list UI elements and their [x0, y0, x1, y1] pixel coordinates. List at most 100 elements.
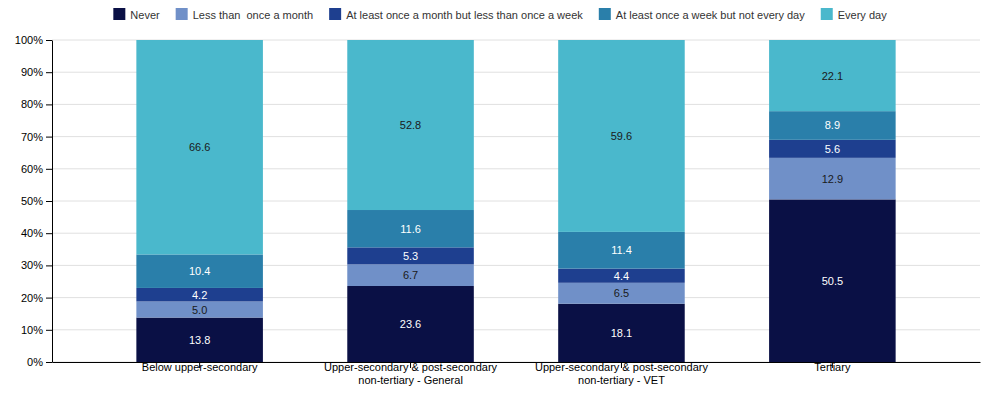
- data-label: 13.8: [189, 334, 210, 346]
- x-tick-label: Upper-secondary & post-secondarynon-tert…: [324, 361, 498, 386]
- bar: [347, 247, 474, 264]
- series: [136, 40, 895, 254]
- x-tick-label-line: non-tertiary - General: [358, 374, 463, 386]
- y-tick-mark: [46, 137, 52, 138]
- data-label: 10.4: [189, 265, 210, 277]
- bar: [136, 318, 263, 362]
- x-tick-label: Tertiary: [814, 361, 851, 373]
- bar: [558, 304, 685, 362]
- plot: 13.823.618.150.55.06.76.512.94.25.34.45.…: [15, 34, 981, 386]
- y-tick: 20%: [21, 292, 52, 304]
- y-tick-label: 0%: [27, 356, 43, 368]
- data-label: 66.6: [189, 141, 210, 153]
- y-tick-label: 100%: [15, 34, 43, 46]
- y-tick: 10%: [21, 324, 52, 336]
- legend-swatch: [599, 8, 611, 20]
- data-label: 4.4: [614, 270, 629, 282]
- data-label: 23.6: [400, 318, 421, 330]
- y-axis: 0% 10% 20% 30% 40% 50% 60% 70% 80% 90% 100%: [15, 34, 53, 368]
- legend-swatch: [821, 8, 833, 20]
- bar: [769, 140, 896, 158]
- y-tick: 60%: [21, 163, 52, 175]
- x-tick-label: Upper-secondary & post-secondarynon-tert…: [535, 361, 709, 386]
- bar: [558, 232, 685, 269]
- data-label: 4.2: [192, 289, 207, 301]
- y-tick: 80%: [21, 98, 52, 110]
- y-axis-line: [52, 41, 53, 363]
- x-tick-label-line: Below upper-secondary: [142, 361, 258, 373]
- y-tick-label: 40%: [21, 227, 43, 239]
- legend-item: Every day: [821, 8, 887, 21]
- data-labels: 13.823.618.150.55.06.76.512.94.25.34.45.…: [189, 70, 843, 346]
- data-label: 52.8: [400, 119, 421, 131]
- x-tick: Upper-secondary & post-secondarynon-tert…: [324, 361, 498, 386]
- legend-swatch: [113, 8, 125, 20]
- data-label: 11.4: [611, 244, 632, 256]
- y-tick-mark: [46, 330, 52, 331]
- data-label: 8.9: [825, 119, 840, 131]
- y-tick: 90%: [21, 66, 52, 78]
- data-label: 11.6: [400, 223, 421, 235]
- bar: [136, 254, 263, 287]
- legend-label: At least once a week but not every day: [616, 9, 805, 21]
- data-label: 50.5: [822, 275, 843, 287]
- bar: [769, 158, 896, 200]
- legend-label: Less than once a month: [193, 9, 313, 21]
- y-tick-label: 60%: [21, 163, 43, 175]
- legend-item: At least once a week but not every day: [599, 8, 805, 21]
- bar: [347, 40, 474, 210]
- x-tick: Upper-secondary & post-secondarynon-tert…: [535, 361, 709, 386]
- y-tick-mark: [46, 362, 52, 363]
- legend-label: Every day: [838, 9, 887, 21]
- data-label: 5.6: [825, 143, 840, 155]
- y-tick-mark: [46, 265, 52, 266]
- data-label: 5.0: [192, 304, 207, 316]
- grid: [52, 40, 980, 362]
- y-tick-mark: [46, 169, 52, 170]
- bar: [136, 288, 263, 302]
- y-tick-mark: [46, 104, 52, 105]
- y-tick-label: 30%: [21, 259, 43, 271]
- bar: [136, 301, 263, 317]
- y-tick-mark: [46, 40, 52, 41]
- y-tick: 100%: [15, 34, 52, 46]
- x-tick-label: Below upper-secondary: [142, 361, 258, 373]
- bar: [347, 286, 474, 362]
- y-tick-label: 10%: [21, 324, 43, 336]
- bar: [558, 269, 685, 283]
- data-label: 22.1: [822, 70, 843, 82]
- x-tick-label-line: Upper-secondary & post-secondary: [535, 361, 709, 373]
- y-tick-label: 20%: [21, 292, 43, 304]
- bar: [769, 40, 896, 111]
- bars: [136, 40, 895, 362]
- legend-item: Never: [113, 8, 160, 21]
- y-tick: 30%: [21, 259, 52, 271]
- x-tick-label-line: Tertiary: [814, 361, 851, 373]
- y-tick-label: 80%: [21, 98, 43, 110]
- y-tick-label: 70%: [21, 131, 43, 143]
- y-tick: 50%: [21, 195, 52, 207]
- legend: Never Less than once a month At least once…: [113, 8, 887, 21]
- data-label: 6.7: [403, 269, 418, 281]
- y-tick: 0%: [27, 356, 52, 368]
- x-tick: Tertiary: [814, 361, 851, 373]
- x-tick-label-line: Upper-secondary & post-secondary: [324, 361, 498, 373]
- legend-swatch: [176, 8, 188, 20]
- x-tick-label-line: non-tertiary - VET: [578, 374, 665, 386]
- legend-item: Less than once a month: [176, 8, 313, 21]
- legend-item: At least once a month but less than once…: [329, 8, 583, 21]
- chart: Never Less than once a month At least once…: [0, 0, 1000, 412]
- bar: [347, 264, 474, 286]
- y-tick-mark: [46, 72, 52, 73]
- bar: [136, 40, 263, 254]
- legend-label: Never: [130, 9, 160, 21]
- y-tick: 70%: [21, 131, 52, 143]
- bar: [769, 199, 896, 362]
- legend-label: At least once a month but less than once…: [346, 9, 583, 21]
- bar: [347, 210, 474, 247]
- data-label: 59.6: [611, 130, 632, 142]
- y-tick-label: 50%: [21, 195, 43, 207]
- bar: [558, 40, 685, 232]
- legend-swatch: [329, 8, 341, 20]
- data-label: 5.3: [403, 250, 418, 262]
